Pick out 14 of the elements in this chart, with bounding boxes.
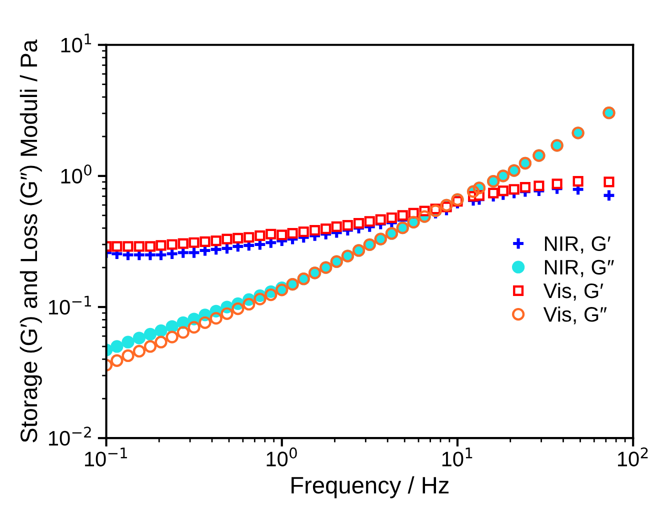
- x-tick-label: 10$^{0}$: [266, 447, 297, 466]
- y-tick-label: 10$^{−2}$: [49, 426, 91, 446]
- legend-label: NIR, G″: [545, 260, 614, 278]
- x-tick-label: 10$^{1}$: [442, 448, 472, 466]
- y-tick-label: 10$^{0}$: [61, 164, 92, 184]
- legend-label: Vis, G′: [543, 282, 604, 301]
- y-axis-title: Storage (G′) and Loss (G″) Moduli / Pa: [20, 40, 42, 442]
- legend-label: NIR, G′: [545, 236, 610, 254]
- x-axis-title: Frequency / Hz: [292, 476, 449, 498]
- y-tick-label: 10$^{−1}$: [49, 296, 91, 315]
- x-tick-label: 10$^{2}$: [618, 447, 648, 466]
- x-tick-label: 10$^{−1}$: [85, 448, 127, 466]
- legend-label: Vis, G″: [543, 306, 607, 324]
- y-tick-label: 10$^{1}$: [61, 34, 92, 52]
